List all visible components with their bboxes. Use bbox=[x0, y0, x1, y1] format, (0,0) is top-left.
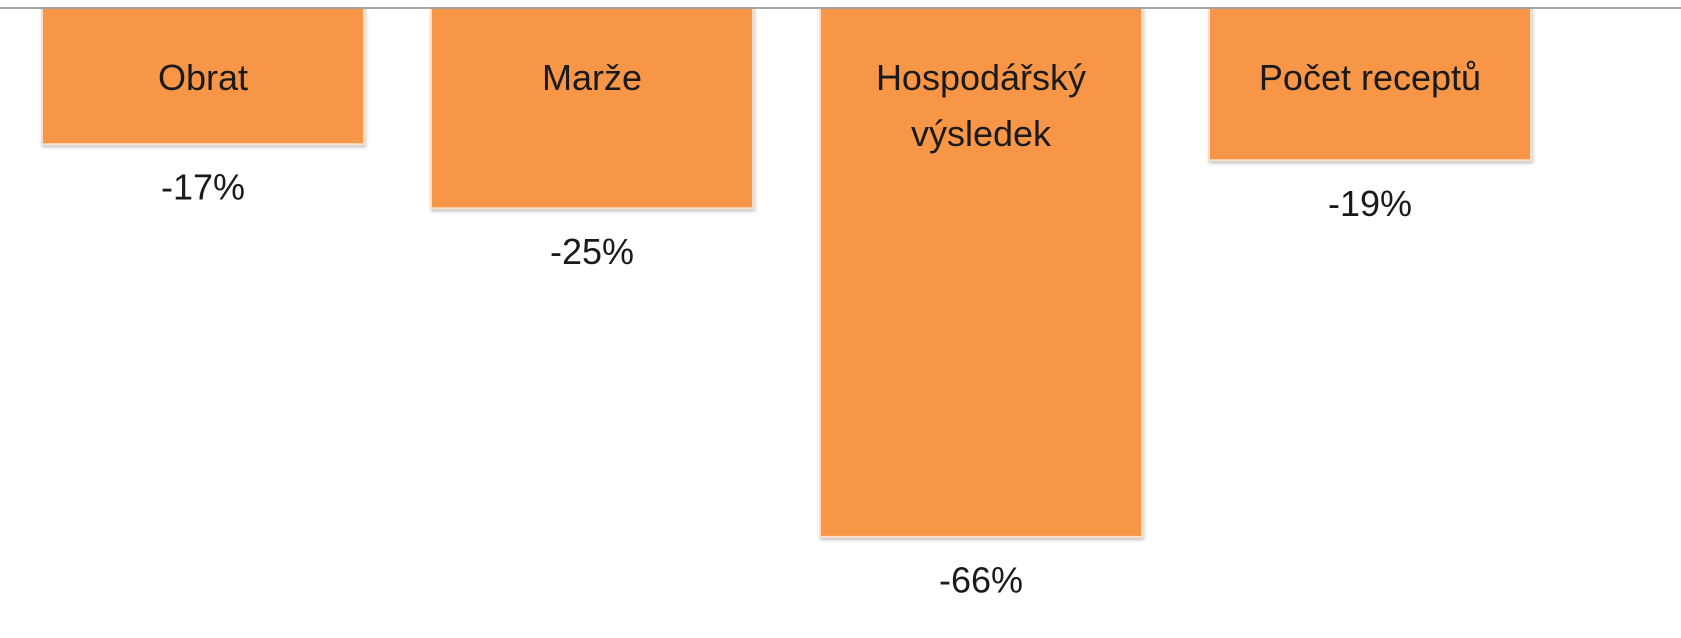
category-label-box: Hospodářský výsledek bbox=[875, 57, 1087, 154]
category-label-box: Počet receptů bbox=[1258, 57, 1482, 98]
category-label: Marže bbox=[541, 57, 642, 98]
category-label: Obrat bbox=[157, 57, 249, 98]
bar bbox=[429, 7, 755, 210]
bar bbox=[40, 7, 366, 146]
category-label-box: Marže bbox=[541, 57, 642, 98]
value-label: -66% bbox=[939, 559, 1023, 600]
value-label: -17% bbox=[161, 167, 245, 208]
bar bbox=[1207, 7, 1533, 162]
value-label: -25% bbox=[550, 231, 634, 272]
category-label: Počet receptů bbox=[1258, 57, 1482, 98]
category-label-box: Obrat bbox=[157, 57, 249, 98]
category-label: Hospodářský výsledek bbox=[875, 57, 1087, 154]
value-label: -19% bbox=[1328, 183, 1412, 224]
